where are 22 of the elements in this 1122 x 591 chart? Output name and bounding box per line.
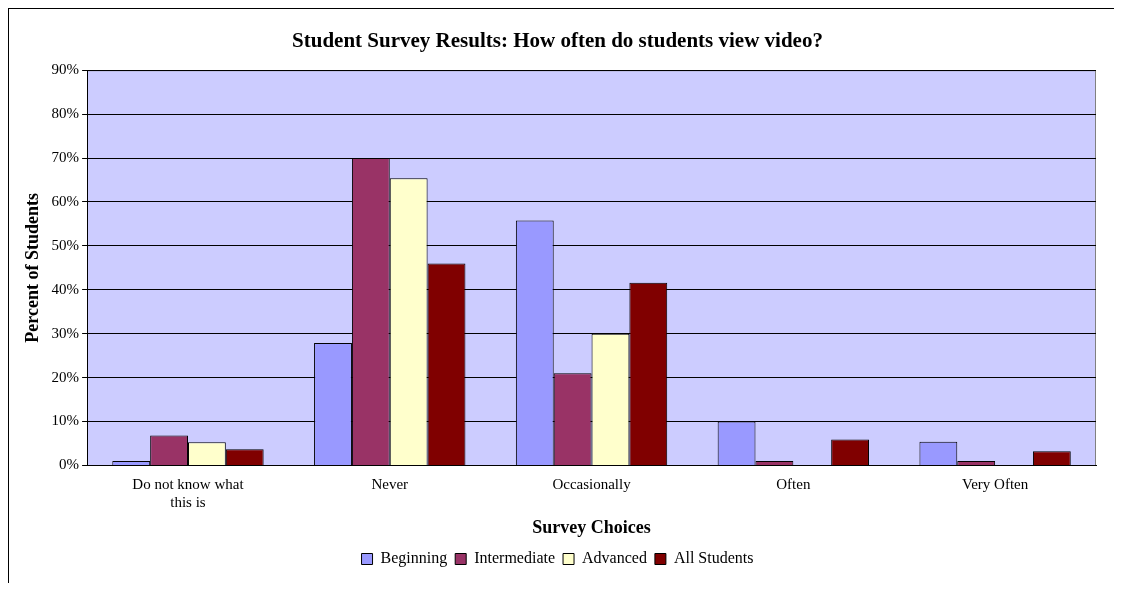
y-tick-label: 50% [51,236,80,253]
legend-label: All Students [673,549,754,567]
x-axis-title: Survey Choices [532,516,651,537]
chart-title: Student Survey Results: How often do students view video? [292,28,823,53]
x-tick-label: Never [371,476,409,493]
y-tick-label: 30% [51,324,80,341]
x-tick-label: Occasionally [552,476,632,493]
y-tick-label: 10% [51,412,80,429]
y-tick-label: 20% [51,368,80,385]
y-tick-label: 90% [51,61,80,78]
x-tick-label: Often [776,476,811,493]
x-tick-label: Very Often [961,476,1029,493]
legend-label: Advanced [582,549,647,567]
y-tick-label: 0% [59,456,80,473]
legend-label: Beginning [380,549,448,568]
y-tick-label: 40% [51,280,80,297]
y-tick-label: 70% [51,148,80,165]
x-tick-label: Do not know what this is [132,476,245,511]
y-axis-title: Percent of Students [22,192,43,343]
legend-label: Intermediate [474,549,556,567]
y-tick-label: 80% [51,105,80,122]
y-tick-label: 60% [51,192,80,209]
